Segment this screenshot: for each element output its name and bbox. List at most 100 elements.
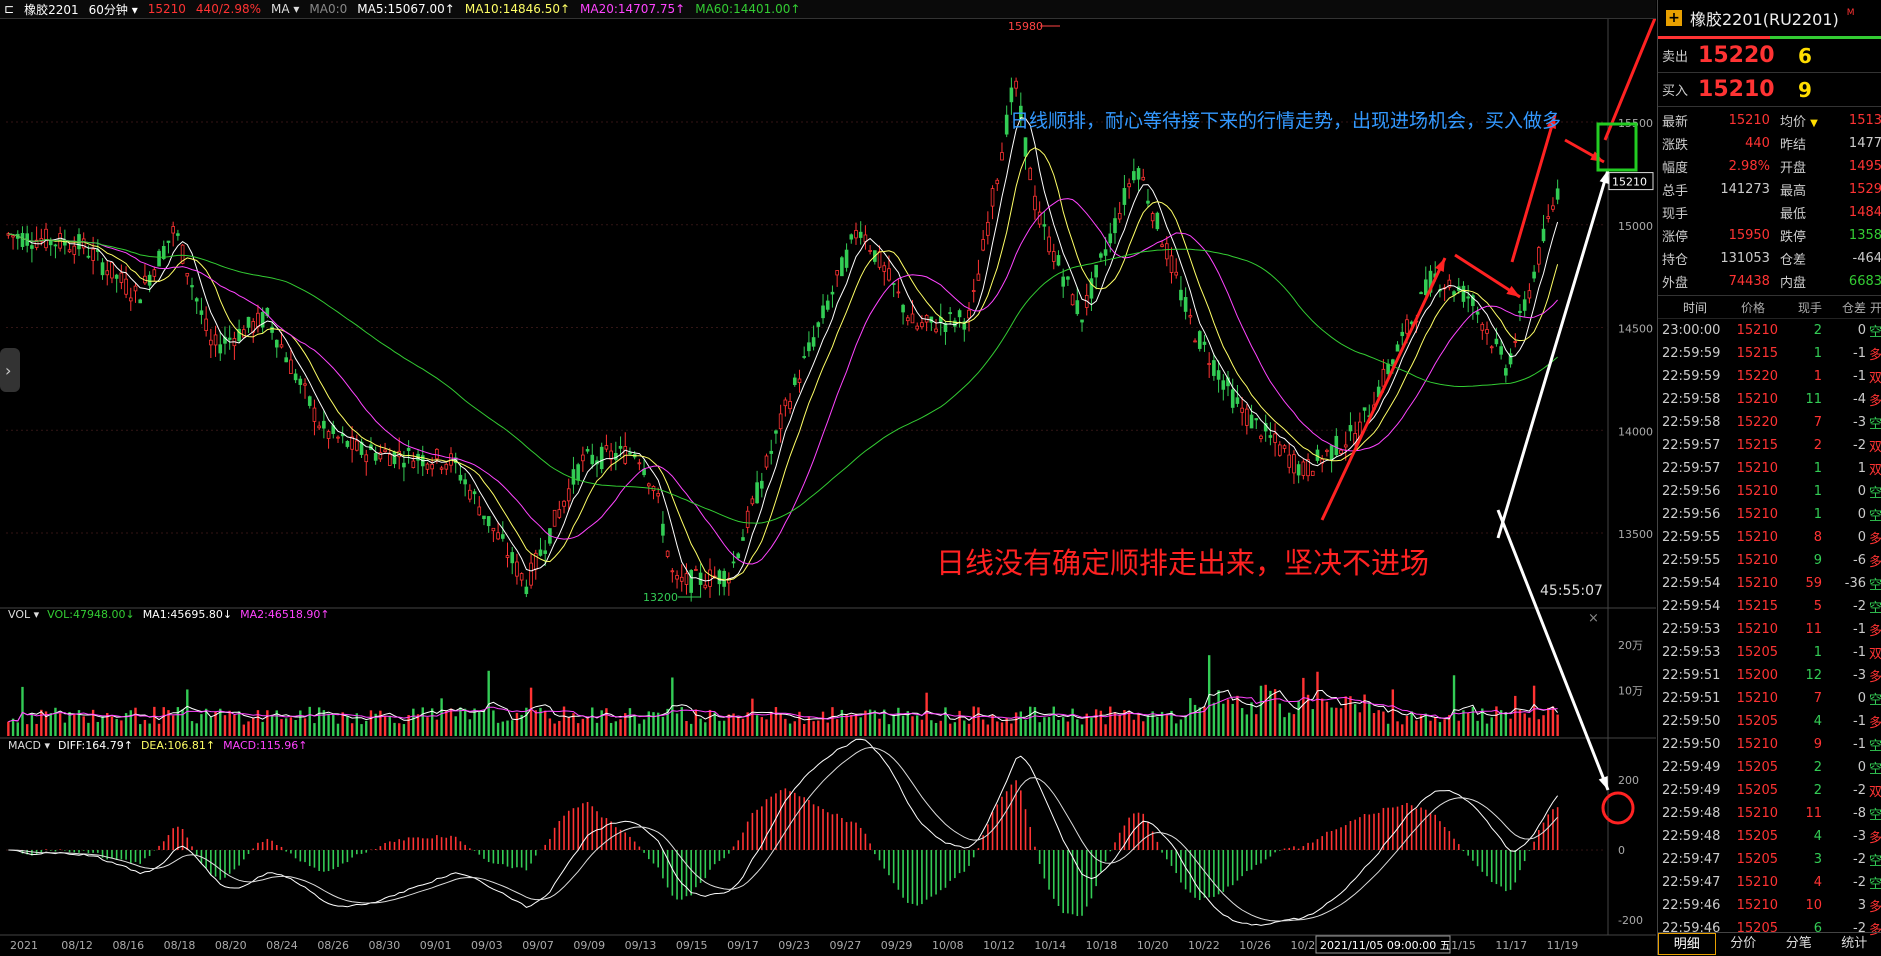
candle-body (1005, 115, 1008, 134)
candle-body (760, 481, 763, 488)
volume-bar (1302, 678, 1304, 736)
volume-bar (638, 724, 640, 736)
candle-body (1184, 297, 1187, 311)
candle-body (789, 401, 792, 408)
volume-bar (605, 708, 607, 736)
candle-body (1212, 361, 1215, 376)
date-axis-label: 09/17 (727, 939, 759, 952)
candle-body (1071, 295, 1074, 305)
candle-body (120, 273, 123, 282)
candle-body (1081, 320, 1084, 322)
candle-body (158, 251, 161, 266)
volume-bar (615, 721, 617, 736)
ma-selector[interactable]: MA ▾ (271, 2, 299, 16)
volume-bar (1274, 689, 1276, 736)
candle-body (826, 301, 829, 309)
period-selector[interactable]: 60分钟 ▾ (89, 1, 138, 18)
volume-bar (299, 710, 301, 736)
date-axis-label: 08/16 (112, 939, 144, 952)
volume-bar (940, 721, 942, 736)
volume-bar (676, 714, 678, 736)
candle-body (1175, 272, 1178, 275)
volume-bar (54, 708, 56, 736)
volume-bar (855, 714, 857, 736)
volume-bar (1406, 716, 1408, 736)
volume-bar (1067, 722, 1069, 736)
volume-bar (196, 723, 198, 736)
volume-bar (916, 715, 918, 736)
volume-bar (1255, 714, 1257, 736)
candle-body (1486, 330, 1489, 334)
date-axis-label: 09/01 (420, 939, 452, 952)
candle-body (1274, 434, 1277, 443)
volume-bar (1462, 710, 1464, 736)
volume-bar (633, 716, 635, 736)
candle-body (1406, 320, 1409, 334)
candle-body (1476, 312, 1479, 314)
chart-canvas[interactable]: 1500014500140001350015500152101598013200… (0, 0, 1656, 955)
candle-body (318, 426, 321, 428)
candle-body (1194, 341, 1197, 342)
candle-body (106, 271, 109, 275)
candle-body (972, 291, 975, 292)
volume-bar (17, 722, 19, 736)
add-icon[interactable]: + (1666, 10, 1682, 26)
candle-body (1537, 248, 1540, 264)
quote-title: + 橡胶2201(RU2201) M (1658, 0, 1881, 36)
volume-bar (1151, 711, 1153, 736)
candle-body (1363, 408, 1366, 411)
candle-body (619, 446, 622, 448)
volume-bar (714, 712, 716, 736)
volume-bar (1217, 690, 1219, 736)
volume-bar (1378, 710, 1380, 736)
volume-bar (304, 718, 306, 736)
candle-body (1165, 244, 1168, 259)
candle-body (1015, 81, 1018, 88)
candle-body (1255, 419, 1258, 420)
volume-bar (1095, 709, 1097, 736)
candle-body (845, 250, 848, 267)
candle-body (1424, 280, 1427, 295)
volume-bar (1556, 715, 1558, 736)
candle-body (280, 345, 283, 347)
tab-statistics[interactable]: 统计 (1827, 933, 1881, 955)
candle-body (572, 470, 575, 485)
candle-body (1029, 168, 1032, 179)
candle-body (1302, 462, 1305, 475)
price-axis-label: 15000 (1618, 220, 1653, 233)
candle-body (1297, 465, 1300, 475)
vol-selector[interactable]: VOL ▾ (8, 608, 39, 621)
volume-bar (1071, 709, 1073, 736)
volume-bar (996, 721, 998, 736)
candle-body (1260, 436, 1263, 438)
candle-body (1528, 291, 1531, 298)
volume-bar (1316, 672, 1318, 736)
candle-body (798, 379, 801, 383)
tab-detail[interactable]: 明细 (1658, 933, 1716, 955)
candle-body (191, 285, 194, 286)
volume-bar (1354, 704, 1356, 736)
volume-bar (12, 719, 14, 736)
macd-diff-value: DIFF:164.79↑ (58, 739, 133, 752)
symbol-label[interactable]: 橡胶2201 (24, 1, 79, 18)
macd-selector[interactable]: MACD ▾ (8, 739, 50, 752)
candle-body (1222, 381, 1225, 390)
tab-ticks[interactable]: 分笔 (1771, 933, 1827, 955)
volume-bar (1392, 689, 1394, 736)
volume-bar (553, 724, 555, 736)
candle-body (1462, 286, 1465, 301)
date-axis-label: 09/15 (676, 939, 708, 952)
volume-bar (360, 724, 362, 736)
candle-body (1495, 339, 1498, 344)
tab-price-distribution[interactable]: 分价 (1716, 933, 1772, 955)
candle-body (1349, 425, 1352, 430)
annotation-blue: 日线顺排，耐心等待接下来的行情走势，出现进场机会，买入做多 (1010, 106, 1561, 133)
candle-body (662, 524, 665, 535)
chart-icon[interactable]: ⊏ (0, 2, 14, 16)
